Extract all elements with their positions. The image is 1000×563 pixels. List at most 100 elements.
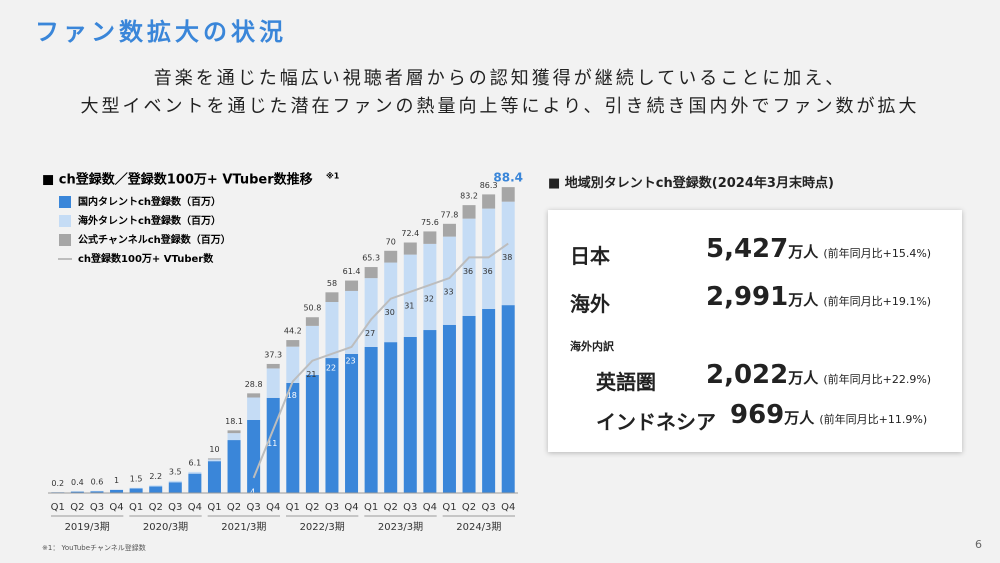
region-change: (前年同月比+11.9%) [819, 413, 928, 426]
region-name: 海外 [570, 292, 610, 316]
total-label: 18.1 [225, 417, 243, 426]
bar-segment [442, 223, 456, 237]
bar-segment [501, 187, 515, 202]
bar-segment [325, 302, 339, 359]
legend-label: 国内タレントch登録数（百万） [78, 195, 221, 208]
x-tick-label: Q1 [442, 502, 456, 513]
bar-segment [462, 315, 476, 493]
line-value-label: 31 [404, 301, 414, 310]
region-value: 2,022 [706, 360, 789, 390]
bar-segment [462, 205, 476, 219]
region-name: インドネシア [596, 410, 716, 434]
bar-segment [501, 201, 515, 306]
bar-segment [247, 393, 261, 398]
chart-title-note: ※1 [326, 171, 340, 181]
region-unit: 万人 [788, 291, 819, 309]
x-tick-label: Q4 [501, 502, 515, 513]
line-value-label: 33 [443, 288, 453, 297]
total-label: 1 [114, 476, 119, 485]
total-label: 0.4 [71, 478, 84, 487]
bar-segment [247, 397, 261, 420]
bar-segment [266, 363, 280, 369]
region-unit: 万人 [784, 409, 815, 427]
region-value: 969 [730, 400, 785, 430]
group-label: 2022/3期 [300, 521, 345, 533]
total-label: 37.3 [264, 350, 282, 359]
bar-segment [482, 194, 496, 209]
line-value-label: 38 [502, 253, 512, 262]
x-tick-label: Q3 [90, 502, 104, 513]
legend-swatch [59, 234, 71, 246]
line-value-label: 18 [287, 391, 297, 400]
bar-segment [384, 250, 398, 263]
total-label: 72.4 [401, 229, 419, 238]
legend-swatch [59, 215, 71, 227]
region-value: 2,991 [706, 282, 789, 312]
lead-text: 大型イベントを通じた潜在ファンの熱量向上等により、引き続き国内外でファン数が拡大 [80, 96, 920, 117]
total-label: 77.8 [441, 210, 459, 219]
total-label: 3.5 [169, 467, 182, 476]
region-stat: 2,022万人 (前年同月比+22.9%) [706, 360, 931, 390]
group-label: 2020/3期 [143, 521, 188, 533]
bar-segment [364, 267, 378, 279]
bar-segment [384, 342, 398, 493]
bar-segment [188, 473, 202, 493]
bar-segment [325, 292, 339, 303]
x-tick-label: Q4 [423, 502, 437, 513]
panel-title: ■ 地域別タレントch登録数(2024年3月末時点) [548, 176, 834, 191]
bar-segment [345, 290, 359, 354]
x-tick-label: Q4 [344, 502, 358, 513]
lead-text: 音楽を通じた幅広い視聴者層からの認知獲得が継続していることに加え、 [153, 68, 847, 89]
bar-segment [364, 278, 378, 347]
bar-segment [364, 346, 378, 493]
region-change: (前年同月比+22.9%) [823, 373, 932, 386]
total-label: 6.1 [189, 458, 202, 467]
group-label: 2019/3期 [65, 521, 110, 533]
x-tick-label: Q3 [168, 502, 182, 513]
total-label: 44.2 [284, 327, 302, 336]
line-value-label: 21 [306, 370, 316, 379]
total-label: 10 [209, 445, 219, 454]
bar-segment [129, 488, 143, 493]
bar-segment [345, 353, 359, 493]
region-name: 英語圏 [596, 370, 656, 394]
line-value-label: 11 [267, 439, 277, 448]
bar-segment [227, 433, 241, 441]
line-value-label: 30 [385, 308, 395, 317]
bar-segment [442, 324, 456, 493]
x-tick-label: Q1 [364, 502, 378, 513]
x-tick-label: Q1 [286, 502, 300, 513]
bar-segment [462, 218, 476, 316]
footnote: ※1： YouTubeチャンネル登録数 [42, 544, 146, 552]
slide-title: ファン数拡大の状況 [35, 18, 287, 46]
x-tick-label: Q2 [149, 502, 163, 513]
bar-segment [286, 382, 300, 493]
bar-segment [90, 491, 104, 493]
bar-segment [188, 471, 202, 474]
chart: ■ ch登録数／登録数100万+ VTuber数推移 ※1 国内タレントch登録… [42, 171, 523, 534]
sub-title: 海外内訳 [570, 340, 614, 353]
group-label: 2021/3期 [221, 521, 266, 533]
x-tick-label: Q2 [227, 502, 241, 513]
total-label: 70 [386, 237, 396, 246]
bar-segment [110, 489, 124, 493]
x-tick-label: Q1 [129, 502, 143, 513]
bar-segment [345, 280, 359, 291]
line [252, 242, 509, 479]
page-number: 6 [975, 538, 982, 551]
bar-segment [305, 375, 319, 493]
bar-segment [403, 336, 417, 493]
region-stat: 2,991万人 (前年同月比+19.1%) [706, 282, 931, 312]
bar-segment [149, 485, 163, 487]
bar-segment [423, 243, 437, 331]
bar-segment [423, 330, 437, 493]
x-tick-label: Q1 [207, 502, 221, 513]
region-unit: 万人 [788, 243, 819, 261]
bar-segment [168, 480, 182, 483]
bar-segment [423, 231, 437, 244]
region-stat: 5,427万人 (前年同月比+15.4%) [706, 234, 931, 264]
region-change: (前年同月比+15.4%) [823, 247, 932, 260]
bar-segment [482, 208, 496, 309]
bar-segment [403, 254, 417, 337]
bar-segment [442, 236, 456, 325]
